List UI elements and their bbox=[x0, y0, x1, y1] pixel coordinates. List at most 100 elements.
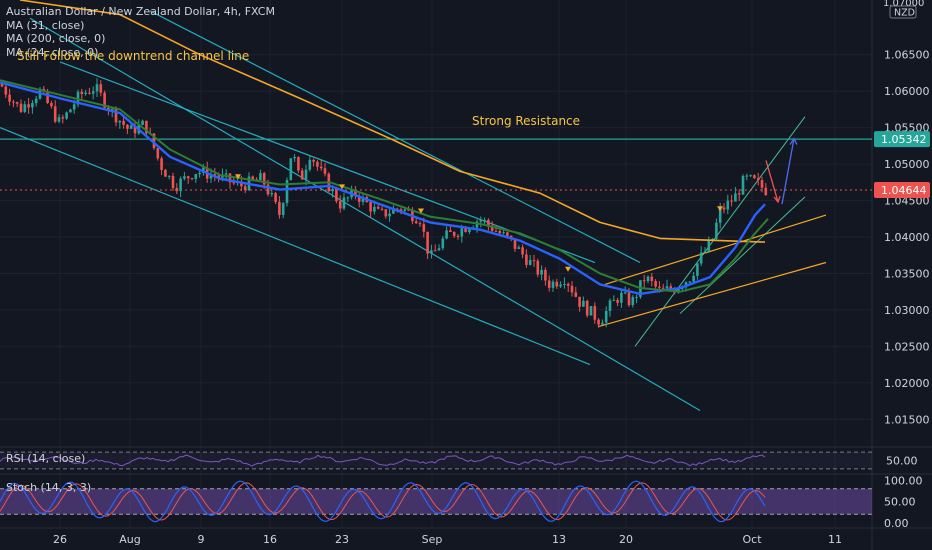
stoch-d-line bbox=[0, 482, 766, 521]
candle-body bbox=[699, 252, 703, 264]
time-axis[interactable]: 26 Aug 9 16 23 Sep 13 20 Oct 11 bbox=[53, 533, 842, 546]
candle-body bbox=[745, 175, 749, 177]
candle-body bbox=[502, 232, 505, 234]
rsi-label[interactable]: RSI (14, close) bbox=[6, 452, 86, 465]
candle-body bbox=[95, 84, 99, 92]
ma24-legend[interactable]: MA (24, close, 0) bbox=[6, 45, 99, 59]
stoch-label[interactable]: Stoch (14, 3, 3) bbox=[6, 481, 92, 494]
candle-body bbox=[574, 292, 578, 297]
candle-body bbox=[650, 276, 654, 282]
candle-body bbox=[99, 84, 103, 93]
candle-body bbox=[110, 108, 114, 111]
candle-body bbox=[612, 299, 616, 301]
candle-body bbox=[608, 300, 612, 311]
candle-body bbox=[547, 280, 551, 288]
candle-body bbox=[335, 189, 338, 202]
candle-body bbox=[88, 92, 91, 94]
resistance-price-tag bbox=[874, 131, 930, 148]
candle-body bbox=[342, 197, 346, 209]
candle-body bbox=[50, 103, 53, 107]
candle-body bbox=[8, 94, 11, 102]
candle-body bbox=[559, 284, 562, 287]
yellow-channel-line bbox=[604, 214, 827, 285]
candle-body bbox=[604, 310, 608, 323]
signal-marker bbox=[565, 266, 571, 272]
candle-body bbox=[224, 173, 228, 175]
candle-body bbox=[566, 283, 570, 286]
price-axis[interactable]: 1.07000NZD1.065001.060001.055001.050001.… bbox=[874, 0, 930, 530]
candle-body bbox=[312, 159, 315, 162]
price-tick-label: 1.07000 bbox=[883, 0, 924, 9]
candle-body bbox=[300, 170, 304, 180]
ma200-legend[interactable]: MA (200, close, 0) bbox=[6, 32, 106, 45]
candle-body bbox=[354, 189, 357, 196]
candle-body bbox=[570, 285, 574, 293]
candle-body bbox=[285, 180, 289, 204]
candle-body bbox=[319, 166, 323, 169]
candle-body bbox=[270, 193, 274, 195]
stoch-pane bbox=[0, 480, 872, 523]
markers bbox=[235, 174, 723, 272]
candle-body bbox=[616, 299, 619, 303]
candle-body bbox=[734, 193, 737, 202]
candle-body bbox=[658, 286, 661, 288]
downtrend-channel-line bbox=[29, 17, 701, 412]
resistance-price-label: 1.05342 bbox=[881, 133, 927, 146]
candle-body bbox=[69, 109, 72, 113]
last-price-label: 1.04644 bbox=[881, 184, 927, 197]
candle-body bbox=[259, 173, 262, 181]
candle-body bbox=[456, 235, 460, 237]
candle-body bbox=[31, 103, 34, 108]
candle-body bbox=[156, 148, 160, 159]
symbol-title[interactable]: Australian Dollar / New Zealand Dollar, … bbox=[6, 5, 275, 18]
ma31-legend[interactable]: MA (31, close) bbox=[6, 18, 85, 32]
candle-body bbox=[703, 251, 707, 253]
candle-body bbox=[669, 286, 673, 290]
candle-body bbox=[642, 280, 646, 282]
candle-body bbox=[460, 228, 464, 237]
rsi-line bbox=[0, 454, 766, 467]
candle-body bbox=[183, 176, 186, 179]
candle-body bbox=[536, 260, 540, 275]
candle-body bbox=[483, 219, 486, 221]
candle-body bbox=[361, 197, 365, 202]
trend-channels bbox=[0, 10, 827, 412]
candle-body bbox=[23, 104, 27, 112]
signal-marker bbox=[235, 174, 241, 180]
candle-body bbox=[293, 156, 296, 159]
candle-body bbox=[369, 202, 372, 212]
candle-body bbox=[414, 221, 418, 224]
candle-body bbox=[281, 203, 285, 215]
candle-body bbox=[464, 228, 467, 233]
rising-channel-line bbox=[679, 196, 806, 314]
candle-body bbox=[118, 120, 122, 123]
down-arrow-head bbox=[773, 195, 781, 204]
candle-body bbox=[585, 300, 589, 316]
candle-body bbox=[114, 108, 118, 123]
signal-marker bbox=[418, 208, 424, 214]
candle-body bbox=[623, 292, 627, 294]
candle-body bbox=[521, 247, 524, 255]
price-tick-label: 1.03000 bbox=[884, 304, 930, 317]
last-price-tag bbox=[874, 182, 930, 199]
candle-body bbox=[46, 91, 49, 104]
candle-body bbox=[582, 300, 585, 307]
candle-body bbox=[251, 176, 255, 180]
candle-body bbox=[437, 248, 441, 251]
candle-body bbox=[122, 120, 125, 125]
candle-body bbox=[468, 229, 471, 233]
rsi-pane bbox=[0, 451, 872, 470]
candle-body bbox=[190, 178, 194, 180]
ma31-line bbox=[0, 81, 766, 296]
candle-body bbox=[707, 240, 711, 252]
key-levels bbox=[0, 138, 872, 191]
candle-body bbox=[631, 297, 635, 306]
candle-body bbox=[441, 238, 445, 249]
candle-body bbox=[346, 197, 350, 199]
candle-body bbox=[532, 260, 536, 262]
candle-body bbox=[209, 174, 213, 179]
candle-body bbox=[316, 161, 319, 167]
candle-body bbox=[430, 250, 433, 254]
candle-body bbox=[760, 180, 764, 188]
